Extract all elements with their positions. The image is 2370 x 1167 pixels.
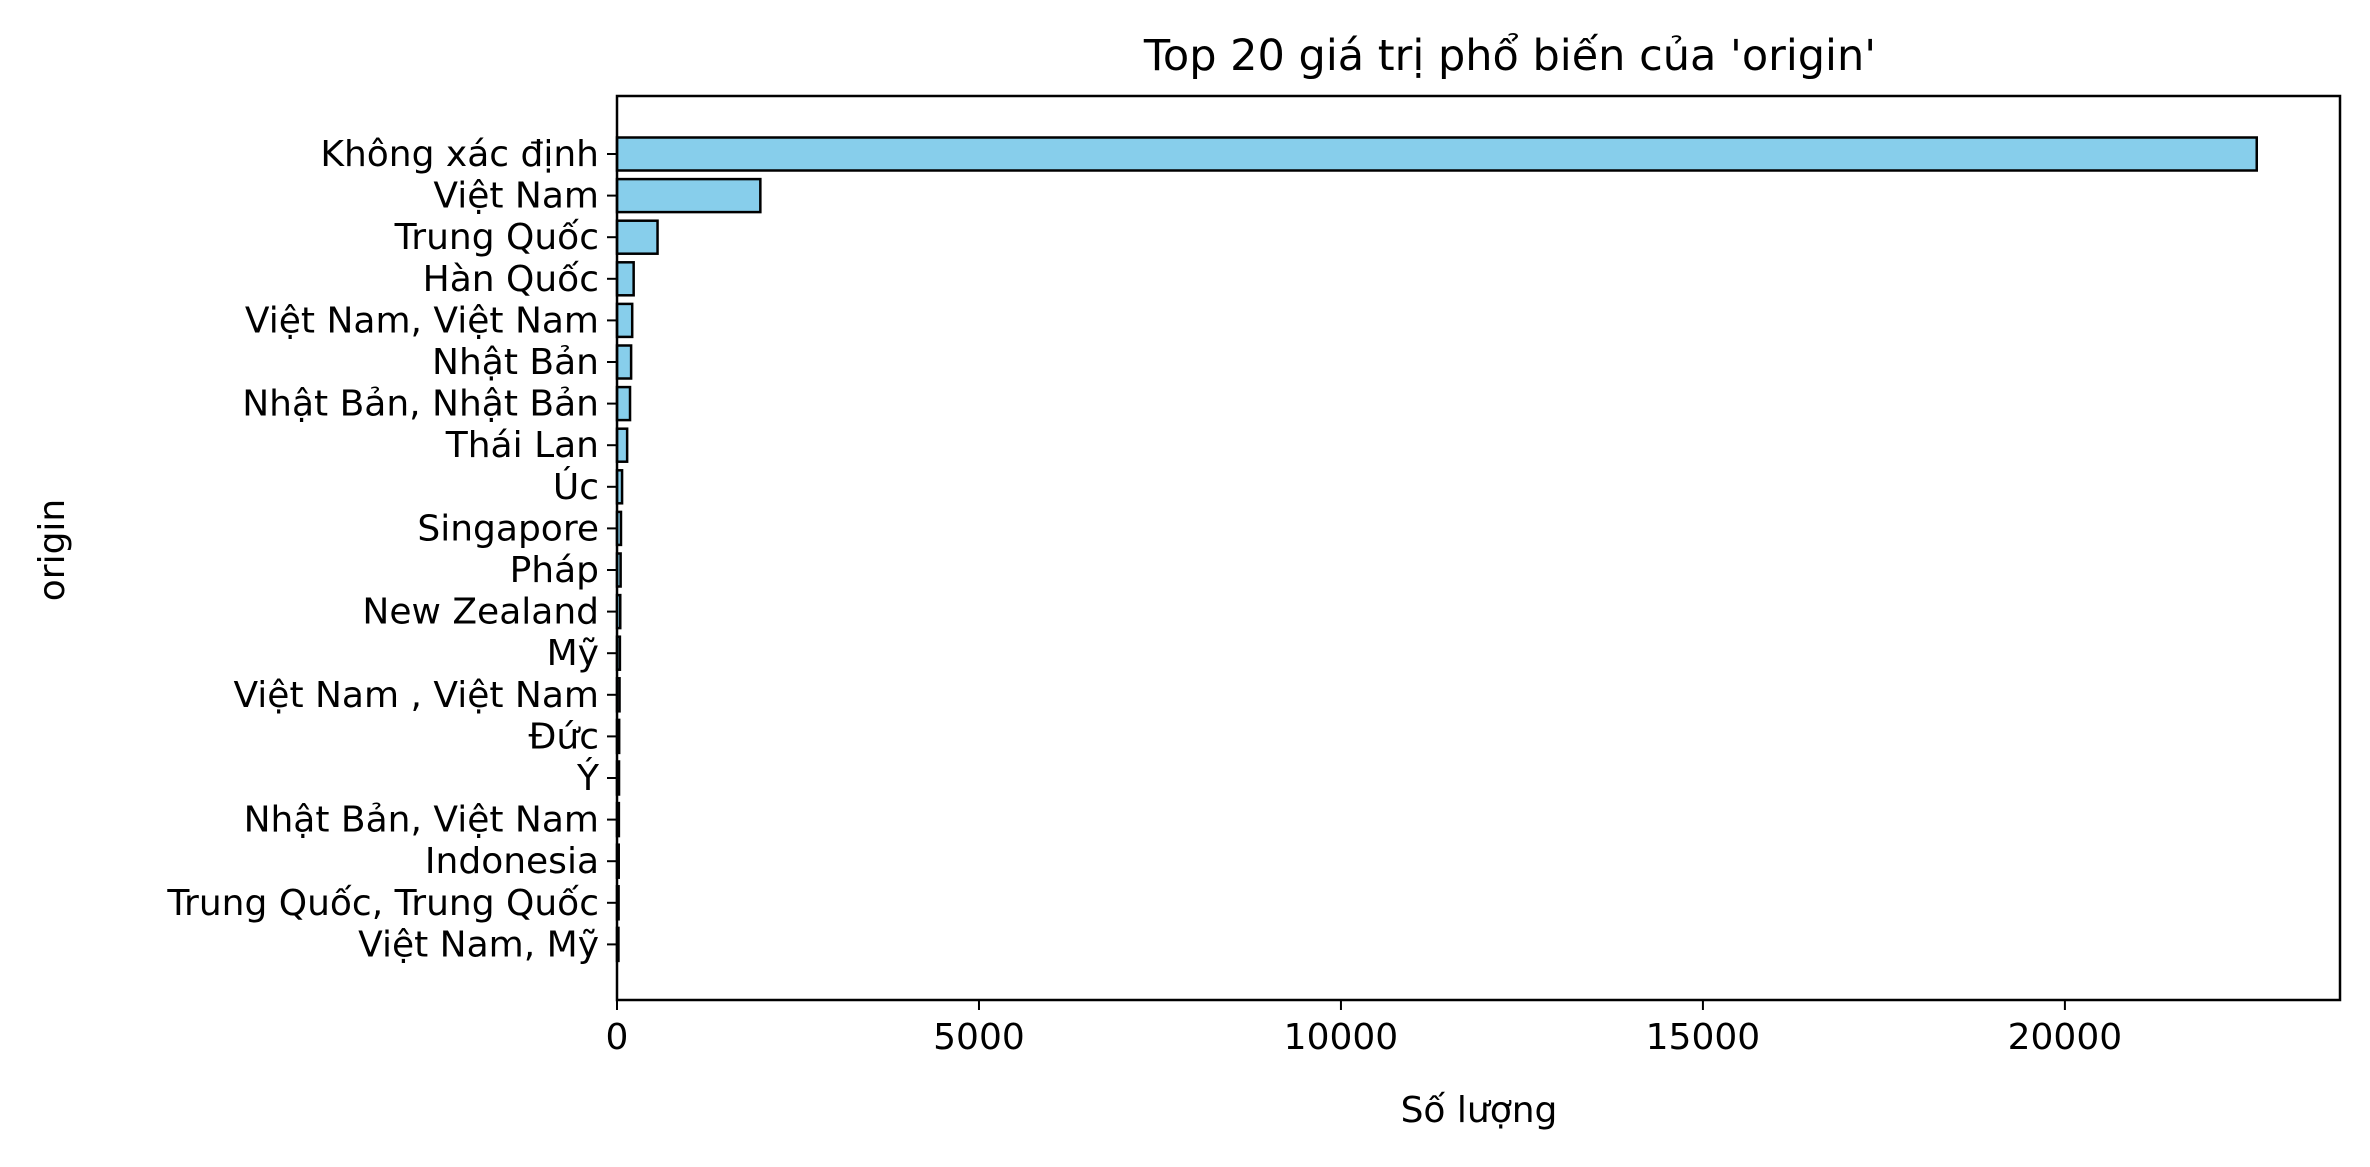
y-tick-label: Đức [528,716,599,757]
y-tick-label: Nhật Bản, Nhật Bản [242,384,599,425]
y-axis-title: origin [32,499,73,602]
bar [615,344,633,380]
y-tick-label: Indonesia [425,841,599,882]
y-tick-label: Không xác định [320,134,599,175]
y-tick-label: Việt Nam, Mỹ [358,924,599,965]
bar [615,219,659,255]
y-tick-label: Thái Lan [445,425,599,466]
plot-frame [615,94,2342,1002]
x-tick-label: 15000 [1646,1017,1761,1058]
y-tick-label: Trung Quốc [394,217,599,258]
x-tick-label: 5000 [933,1017,1025,1058]
bar [615,136,2258,172]
y-tick-label: Việt Nam [433,176,599,217]
x-tick-label: 20000 [2008,1017,2123,1058]
y-tick-label: Singapore [417,508,599,549]
y-tick-label: Trung Quốc, Trung Quốc [166,883,599,924]
bar [615,177,762,214]
bar [615,302,634,339]
bar [615,261,635,297]
bars-layer [615,136,2258,963]
y-tick-label: Việt Nam, Việt Nam [245,300,599,341]
chart-title: Top 20 giá trị phổ biến của 'origin' [1143,31,1876,81]
x-axis-ticks: 0 5000 10000 15000 20000 [606,1000,2123,1058]
x-tick-label: 10000 [1284,1017,1399,1058]
y-tick-label: Nhật Bản, Việt Nam [244,800,599,841]
y-tick-label: New Zealand [362,592,599,633]
x-axis-title: Số lượng [1401,1090,1558,1131]
y-tick-label: Hàn Quốc [423,259,599,300]
x-tick-label: 0 [606,1017,629,1058]
bar [615,427,629,463]
y-tick-label: Pháp [510,550,599,591]
y-tick-label: Ý [576,757,600,799]
y-tick-label: Mỹ [547,633,599,674]
y-tick-label: Nhật Bản [432,342,599,383]
y-tick-label: Việt Nam , Việt Nam [233,675,599,716]
bar [615,385,632,422]
y-tick-label: Úc [553,466,599,508]
